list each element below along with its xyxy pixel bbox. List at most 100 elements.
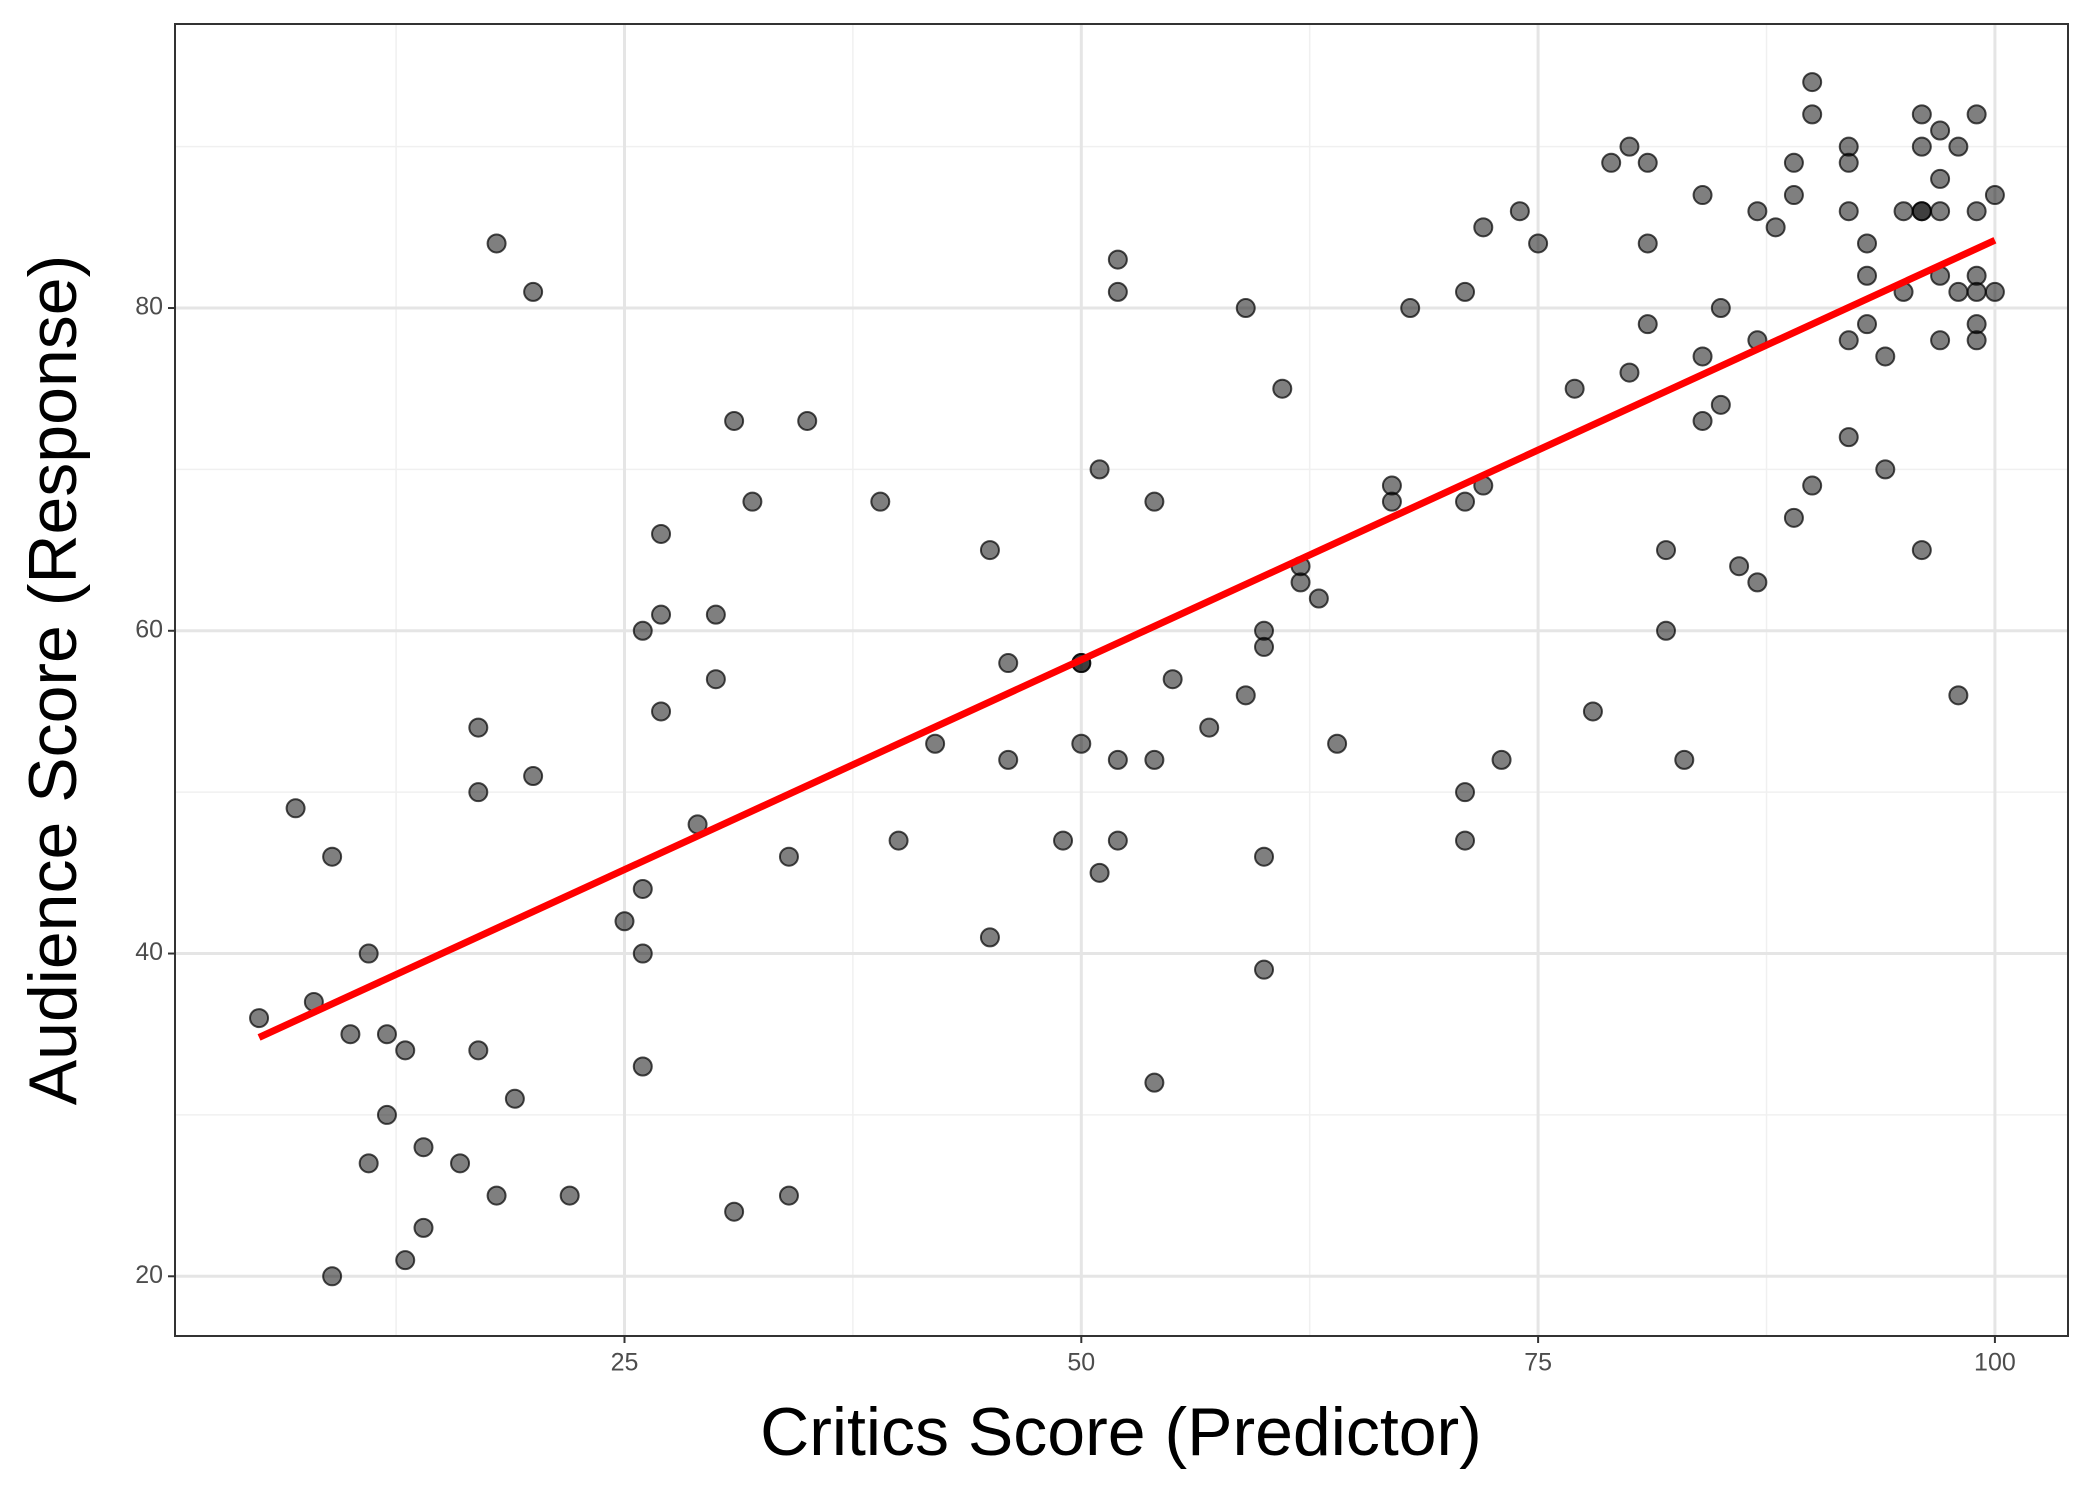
point	[870, 491, 891, 512]
point	[1857, 233, 1878, 254]
point	[1199, 717, 1220, 738]
point	[1911, 136, 1932, 157]
point	[1235, 685, 1256, 706]
point	[1564, 378, 1585, 399]
point	[1254, 636, 1275, 657]
point	[1948, 685, 1969, 706]
point	[724, 410, 745, 431]
point	[1637, 314, 1658, 335]
x-axis-title: Critics Score (Predictor)	[760, 1394, 1482, 1470]
point	[1984, 281, 2005, 302]
point	[1327, 733, 1348, 754]
point	[559, 1185, 580, 1206]
y-tick-label: 20	[135, 1261, 163, 1289]
point	[1272, 378, 1293, 399]
point	[797, 410, 818, 431]
point	[1619, 136, 1640, 157]
point	[1710, 394, 1731, 415]
point	[651, 701, 672, 722]
point	[1838, 152, 1859, 173]
point	[1911, 540, 1932, 561]
point	[1893, 201, 1914, 222]
point	[979, 540, 1000, 561]
fit-line	[257, 237, 1997, 1041]
y-axis-title: Audience Score (Response)	[15, 255, 91, 1105]
point	[1107, 249, 1128, 270]
point	[1783, 152, 1804, 173]
point	[523, 766, 544, 787]
point	[1911, 201, 1932, 222]
point	[1838, 201, 1859, 222]
point	[1089, 459, 1110, 480]
point	[1911, 104, 1932, 125]
point	[724, 1201, 745, 1222]
point	[1710, 298, 1731, 319]
point	[1966, 330, 1987, 351]
point	[468, 1040, 489, 1061]
point	[1656, 540, 1677, 561]
x-tick-label: 100	[1974, 1349, 2016, 1377]
point	[1107, 281, 1128, 302]
point	[1966, 281, 1987, 302]
point	[1053, 830, 1074, 851]
point	[1930, 330, 1951, 351]
point	[1692, 185, 1713, 206]
point	[1254, 959, 1275, 980]
x-tick-label: 25	[611, 1349, 639, 1377]
x-tick-label: 50	[1067, 1349, 1095, 1377]
point	[1509, 201, 1530, 222]
point	[450, 1153, 471, 1174]
point	[1144, 491, 1165, 512]
point	[1966, 201, 1987, 222]
point	[632, 943, 653, 964]
point	[1455, 281, 1476, 302]
point	[1838, 427, 1859, 448]
point	[468, 717, 489, 738]
point	[1528, 233, 1549, 254]
point	[1400, 298, 1421, 319]
point	[1235, 298, 1256, 319]
point	[1144, 749, 1165, 770]
point	[1308, 588, 1329, 609]
point	[1162, 669, 1183, 690]
point	[1948, 281, 1969, 302]
point	[1783, 185, 1804, 206]
point	[1637, 152, 1658, 173]
point	[486, 1185, 507, 1206]
point	[1674, 749, 1695, 770]
point	[468, 782, 489, 803]
point	[1107, 830, 1128, 851]
point	[979, 927, 1000, 948]
point	[1747, 201, 1768, 222]
point	[651, 523, 672, 544]
point	[632, 878, 653, 899]
point	[998, 749, 1019, 770]
point	[1455, 830, 1476, 851]
point	[1144, 1072, 1165, 1093]
point	[1802, 72, 1823, 93]
point	[1765, 217, 1786, 238]
point	[1966, 104, 1987, 125]
point	[1071, 733, 1092, 754]
point	[1930, 120, 1951, 141]
point	[1984, 185, 2005, 206]
point	[888, 830, 909, 851]
point	[632, 620, 653, 641]
point	[1290, 572, 1311, 593]
point	[249, 1008, 270, 1029]
point	[376, 1104, 397, 1125]
point	[1619, 362, 1640, 383]
point	[285, 798, 306, 819]
point	[1473, 217, 1494, 238]
point	[1107, 749, 1128, 770]
point	[1747, 572, 1768, 593]
point	[358, 943, 379, 964]
point	[778, 846, 799, 867]
y-tick-label: 60	[135, 615, 163, 643]
point	[413, 1217, 434, 1238]
point	[705, 669, 726, 690]
point	[742, 491, 763, 512]
point	[1857, 314, 1878, 335]
point	[523, 281, 544, 302]
